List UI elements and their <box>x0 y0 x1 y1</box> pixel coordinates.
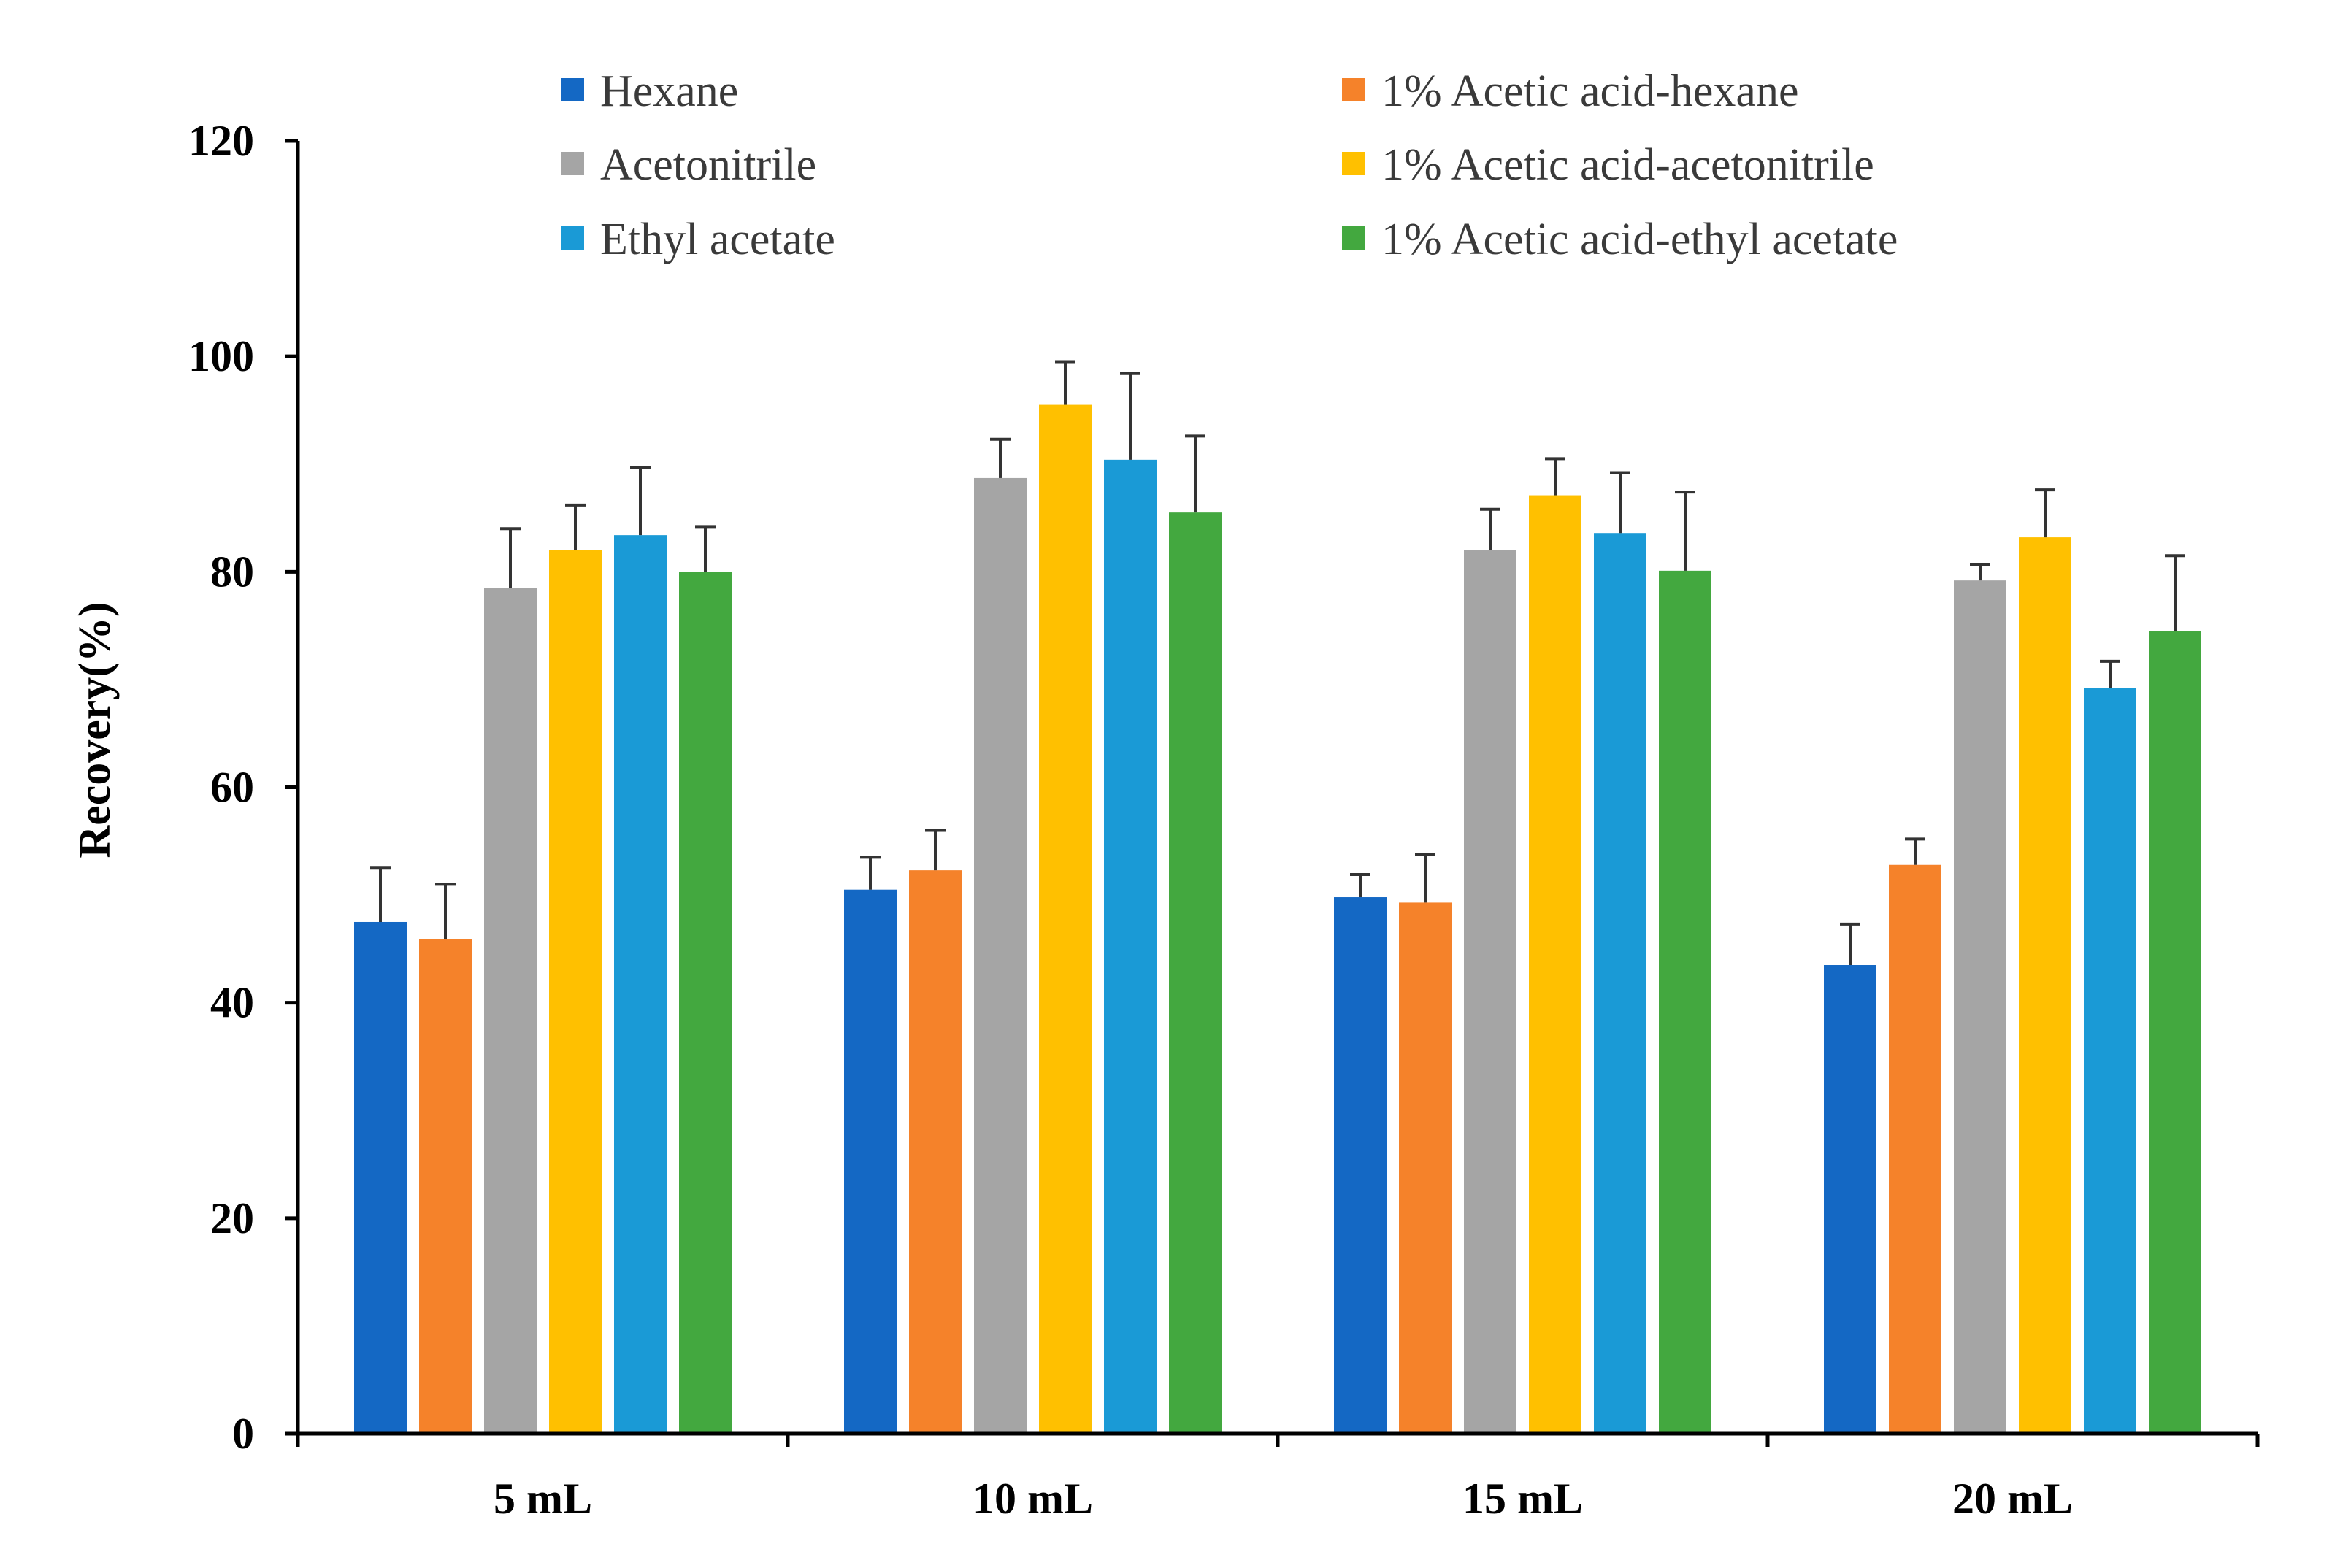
legend: Hexane 1% Acetic acid-hexane Acetonitrile 1… <box>561 66 1898 264</box>
y-tick-label: 20 <box>210 1194 254 1242</box>
legend-swatch-2 <box>1342 78 1365 101</box>
axes-layer: 0 20 40 60 80 100 120 5 mL 10 mL 15 mL 20 mL <box>188 117 2260 1523</box>
bar-2-3 <box>1399 902 1452 1434</box>
legend-label-6: 1% Acetic acid-ethyl acetate <box>1381 215 1898 264</box>
legend-swatch-3 <box>561 152 584 175</box>
y-tick-label: 80 <box>210 547 254 596</box>
legend-swatch-5 <box>561 226 584 250</box>
legend-swatch-4 <box>1342 152 1365 175</box>
x-tick-label: 20 mL <box>1952 1475 2073 1523</box>
bar-4-4 <box>2019 537 2071 1434</box>
legend-label-2: 1% Acetic acid-hexane <box>1381 66 1798 116</box>
bar-3-2 <box>974 477 1027 1434</box>
bar-2-1 <box>419 939 472 1434</box>
bar-5-4 <box>2084 688 2136 1434</box>
bar-5-1 <box>614 535 667 1434</box>
bar-6-2 <box>1169 512 1222 1434</box>
y-tick-label: 40 <box>210 979 254 1027</box>
y-tick-label: 120 <box>188 117 254 165</box>
legend-label-4: 1% Acetic acid-acetonitrile <box>1381 140 1874 190</box>
bar-1-2 <box>844 889 897 1434</box>
y-axis-title: Recovery(%) <box>70 602 120 858</box>
x-tick-label: 15 mL <box>1462 1475 1583 1523</box>
bar-4-3 <box>1529 495 1581 1434</box>
y-tick-label: 60 <box>210 764 254 812</box>
bar-4-1 <box>549 550 602 1434</box>
bar-2-4 <box>1889 864 1941 1434</box>
bar-6-1 <box>679 572 732 1434</box>
x-tick-label: 5 mL <box>494 1475 592 1523</box>
bar-3-1 <box>484 588 537 1434</box>
bar-6-3 <box>1659 570 1711 1434</box>
legend-swatch-1 <box>561 78 584 101</box>
bar-4-2 <box>1039 404 1092 1434</box>
bar-5-2 <box>1104 459 1157 1434</box>
bars-layer <box>354 360 2201 1434</box>
y-tick-label: 0 <box>232 1410 254 1458</box>
legend-label-5: Ethyl acetate <box>600 215 835 264</box>
legend-swatch-6 <box>1342 226 1365 250</box>
bar-1-1 <box>354 921 407 1434</box>
bar-5-3 <box>1594 533 1646 1434</box>
bar-2-2 <box>909 870 962 1434</box>
bar-3-3 <box>1464 550 1516 1434</box>
y-tick-label: 100 <box>188 332 254 380</box>
bar-3-4 <box>1954 580 2006 1434</box>
x-tick-label: 10 mL <box>973 1475 1093 1523</box>
legend-label-1: Hexane <box>600 66 738 116</box>
bar-1-3 <box>1334 897 1387 1434</box>
bar-6-4 <box>2149 631 2201 1434</box>
bar-1-4 <box>1824 965 1876 1434</box>
legend-label-3: Acetonitrile <box>600 140 816 190</box>
